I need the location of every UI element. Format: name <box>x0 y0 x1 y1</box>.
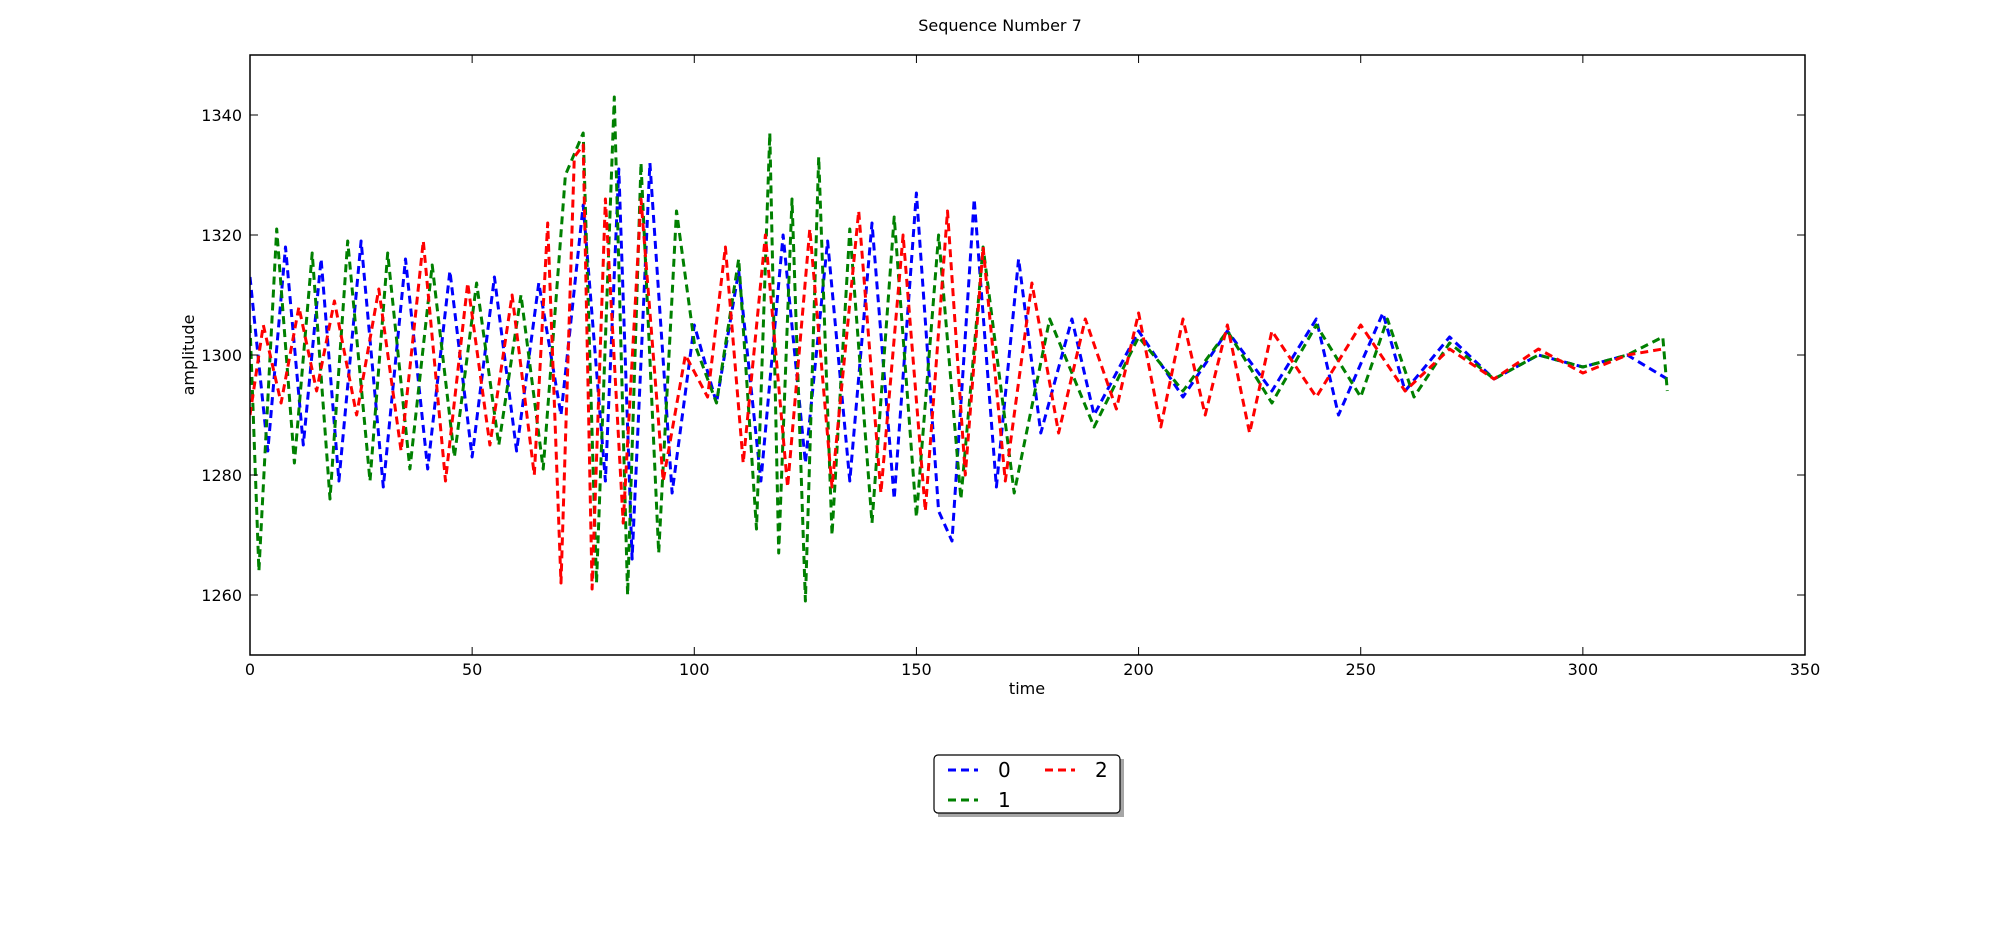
x-tick-label: 100 <box>679 660 710 679</box>
y-tick-label: 1320 <box>201 226 242 245</box>
x-tick-label: 0 <box>245 660 255 679</box>
y-tick-label: 1260 <box>201 586 242 605</box>
chart-title: Sequence Number 7 <box>918 16 1082 35</box>
series-line-0 <box>250 161 1669 561</box>
x-tick-label: 250 <box>1345 660 1376 679</box>
series-line-2 <box>250 143 1664 591</box>
series-line-1 <box>250 95 1669 603</box>
legend-label-1: 1 <box>998 788 1011 812</box>
legend: 0 1 2 <box>933 754 1124 817</box>
x-axis-label: time <box>1009 679 1045 698</box>
x-tick-label: 300 <box>1568 660 1599 679</box>
series-layer <box>250 95 1669 603</box>
legend-label-0: 0 <box>998 758 1011 782</box>
y-tick-label: 1340 <box>201 106 242 125</box>
x-tick-label: 350 <box>1790 660 1821 679</box>
x-tick-label: 200 <box>1123 660 1154 679</box>
axis-ticks: 0 50 100 150 200 250 300 350 1260 1280 1300 1320 134… <box>201 55 1820 679</box>
legend-label-2: 2 <box>1095 758 1108 782</box>
x-tick-label: 50 <box>462 660 482 679</box>
y-axis-label: amplitude <box>179 315 198 396</box>
y-tick-label: 1300 <box>201 346 242 365</box>
legend-box <box>933 754 1121 814</box>
x-tick-label: 150 <box>901 660 932 679</box>
y-tick-label: 1280 <box>201 466 242 485</box>
